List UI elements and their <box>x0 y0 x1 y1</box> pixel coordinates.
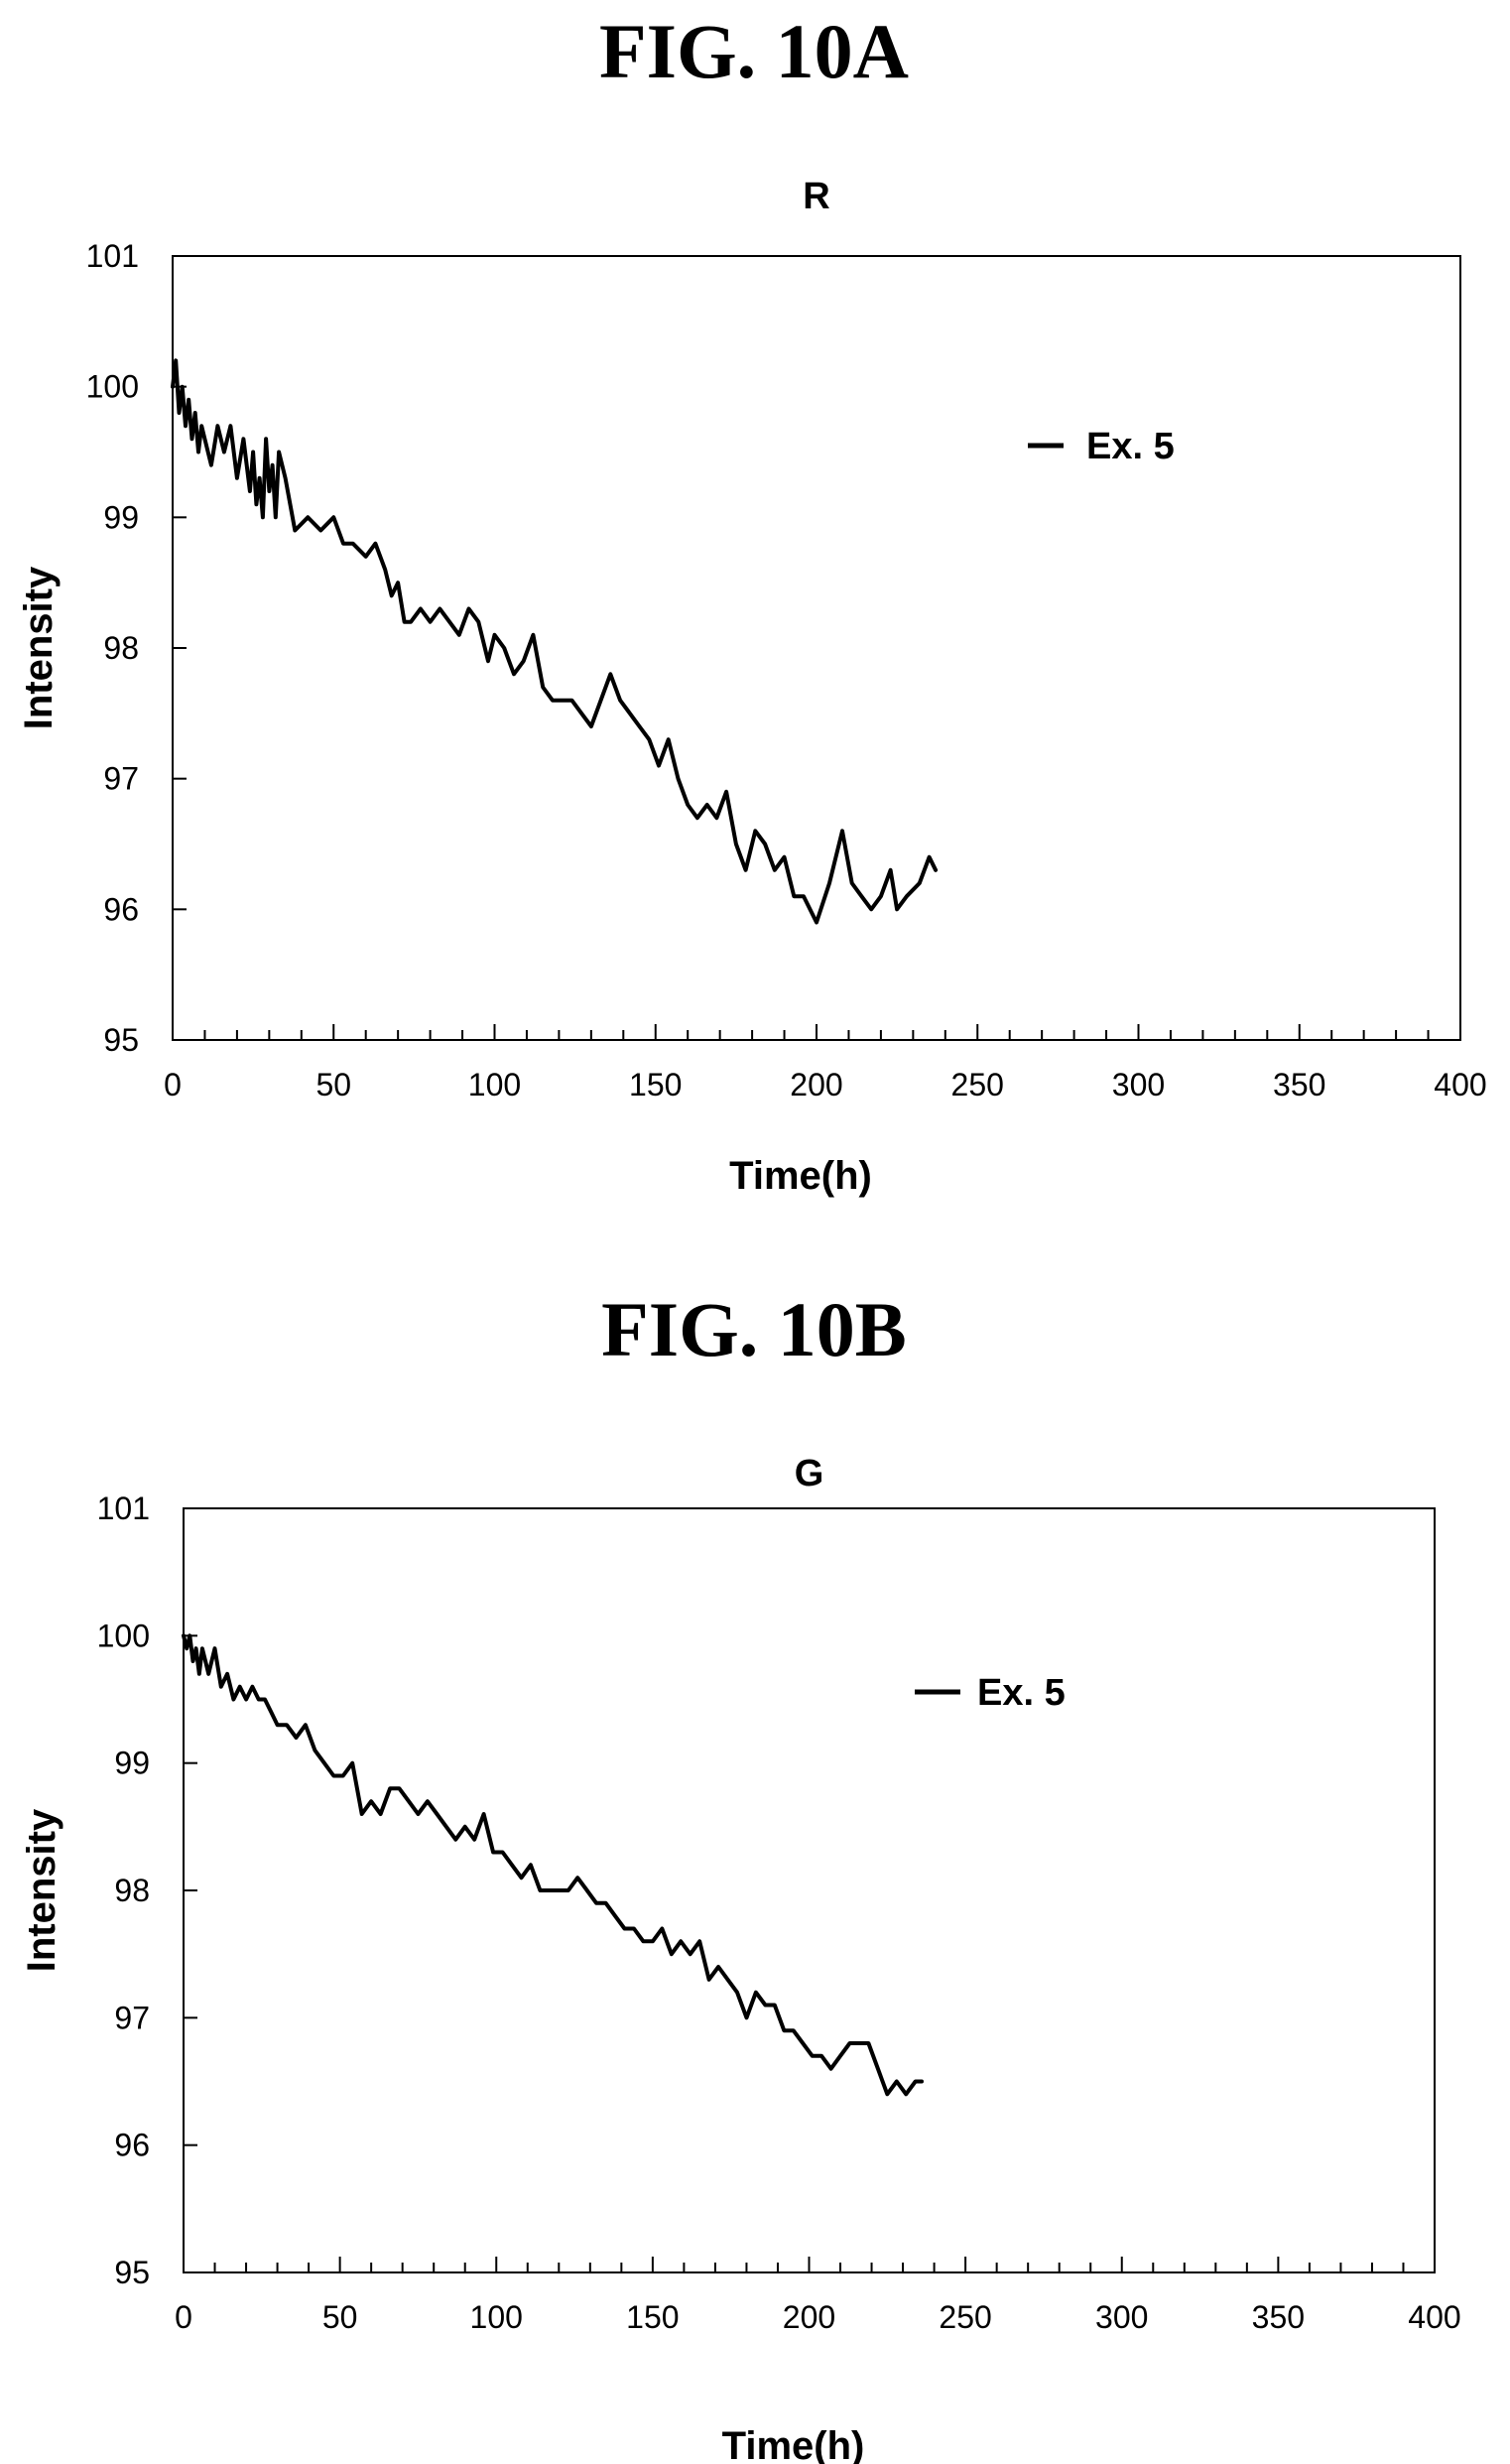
chart-title: G <box>795 1453 824 1494</box>
y-tick-label: 98 <box>103 630 139 666</box>
y-axis-label: Intensity <box>17 566 61 729</box>
figure-label-a: FIG. 10A <box>599 8 909 94</box>
x-tick-label: 400 <box>1408 2299 1460 2335</box>
x-tick-label: 0 <box>175 2299 192 2335</box>
chart-g: G 0 50 100 150 200 250 300 350 400 95 96 97 98 99 100 10… <box>20 1453 1461 2464</box>
y-tick-label: 100 <box>86 369 139 405</box>
x-axis-label: Time(h) <box>722 2424 865 2464</box>
x-tick-label: 50 <box>315 1067 351 1102</box>
x-tick-label: 250 <box>951 1067 1004 1102</box>
x-tick-label: 50 <box>322 2299 358 2335</box>
x-axis-label: Time(h) <box>729 1154 872 1198</box>
x-tick-label: 150 <box>629 1067 682 1102</box>
y-axis-label: Intensity <box>20 1808 63 1972</box>
y-tick-label: 99 <box>114 1746 150 1781</box>
x-tick-label: 150 <box>626 2299 679 2335</box>
x-tick-label: 200 <box>790 1067 842 1102</box>
y-tick-label: 100 <box>97 1618 150 1653</box>
y-tick-label: 96 <box>114 2128 150 2163</box>
chart-title: R <box>803 176 829 217</box>
series-line-1 <box>182 1633 924 2097</box>
y-tick-label: 99 <box>103 499 139 535</box>
y-tick-label: 98 <box>114 1873 150 1908</box>
x-tick-label: 300 <box>1095 2299 1148 2335</box>
x-tick-label: 200 <box>783 2299 835 2335</box>
y-tick-label: 96 <box>103 891 139 927</box>
x-tick-label: 300 <box>1112 1067 1165 1102</box>
legend-label: Ex. 5 <box>1086 426 1175 467</box>
y-tick-label: 97 <box>114 2000 150 2035</box>
x-tick-label: 400 <box>1434 1067 1486 1102</box>
y-tick-label: 101 <box>86 238 139 274</box>
x-tick-label: 350 <box>1252 2299 1305 2335</box>
plot-frame <box>183 1507 1436 2273</box>
x-tick-label: 0 <box>164 1067 182 1102</box>
x-tick-label: 100 <box>470 2299 523 2335</box>
y-tick-label: 95 <box>103 1022 139 1058</box>
y-tick-label: 101 <box>97 1491 150 1526</box>
chart-r: R 0 50 100 150 200 250 300 350 400 95 96 97 98 99 100 10… <box>17 176 1487 1198</box>
series-line-1 <box>171 358 939 925</box>
figure-label-b: FIG. 10B <box>601 1286 907 1372</box>
y-tick-label: 97 <box>103 761 139 797</box>
legend-label: Ex. 5 <box>977 1672 1066 1714</box>
y-tick-label: 95 <box>114 2255 150 2290</box>
x-tick-label: 350 <box>1273 1067 1325 1102</box>
x-tick-label: 250 <box>939 2299 991 2335</box>
x-tick-label: 100 <box>468 1067 521 1102</box>
